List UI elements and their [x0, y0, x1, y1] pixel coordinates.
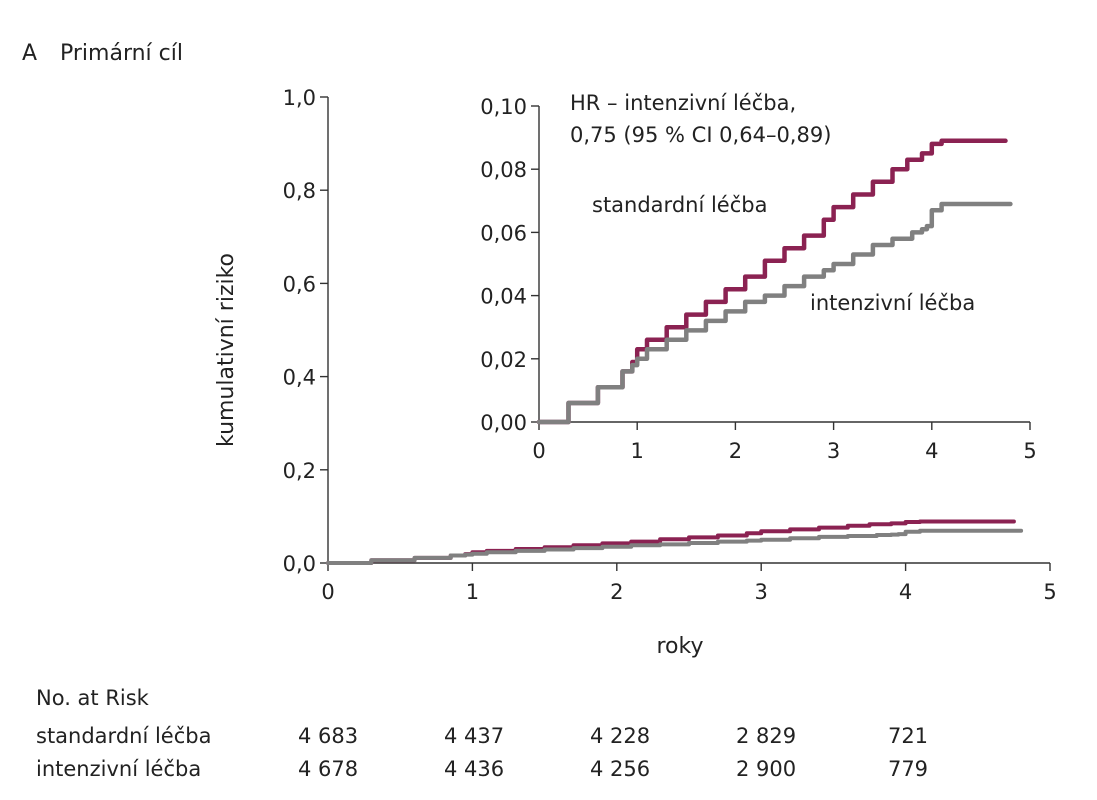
main-x-tick-label: 1: [466, 580, 479, 604]
hr-annotation-line1: HR – intenzivní léčba,: [570, 91, 796, 115]
at-risk-header: No. at Risk: [36, 686, 150, 710]
main-y-tick-label: 0,8: [283, 179, 316, 203]
panel-title: Primární cíl: [60, 41, 183, 66]
main-y-axis-label: kumulativní riziko: [214, 253, 239, 447]
inset-y-tick-label: 0,10: [480, 95, 527, 119]
at-risk-value: 2 900: [736, 757, 796, 781]
inset-x-tick-label: 4: [925, 439, 938, 463]
at-risk-row-label: intenzivní léčba: [36, 757, 201, 781]
inset-axes: [538, 106, 1030, 423]
at-risk-value: 779: [888, 757, 928, 781]
inset-x-tick-label: 5: [1023, 439, 1036, 463]
main-series-intensive: [326, 528, 1024, 565]
main-lines: [326, 519, 1024, 565]
inset-x-tick-label: 3: [827, 439, 840, 463]
main-x-tick-label: 3: [755, 580, 768, 604]
main-x-tick-label: 2: [610, 580, 623, 604]
inset-label-standard: standardní léčba: [592, 193, 767, 217]
main-y-tick-label: 0,2: [283, 459, 316, 483]
at-risk-table: standardní léčba 4 683 4 437 4 228 2 829 721 i…: [36, 724, 928, 781]
inset-x-tick-label: 0: [532, 439, 545, 463]
main-axes: [327, 97, 1050, 564]
at-risk-value: 4 228: [590, 724, 650, 748]
inset-series-intensive: [536, 201, 1013, 425]
at-risk-row-label: standardní léčba: [36, 724, 211, 748]
main-y-tick-label: 0,6: [283, 272, 316, 296]
main-x-axis-label: roky: [657, 634, 704, 659]
at-risk-value: 4 683: [298, 724, 358, 748]
inset-y-tick-label: 0,04: [480, 285, 527, 309]
main-y-tick-label: 1,0: [283, 86, 316, 110]
main-x-tick-label: 4: [899, 580, 912, 604]
inset-label-intensive: intenzivní léčba: [810, 291, 975, 315]
main-y-tick-label: 0,0: [283, 552, 316, 576]
inset-x-tick-label: 2: [729, 439, 742, 463]
at-risk-value: 721: [888, 724, 928, 748]
main-y-tick-label: 0,4: [283, 366, 316, 390]
panel-letter: A: [22, 41, 37, 66]
at-risk-value: 4 678: [298, 757, 358, 781]
at-risk-value: 4 437: [444, 724, 504, 748]
inset-y-tick-label: 0,06: [480, 221, 527, 245]
inset-series-standard: [536, 138, 1008, 425]
main-x-tick-label: 5: [1043, 580, 1056, 604]
inset-ticks: 0 1 2 3 4 5 0,00 0,02 0,04 0,06 0,08 0,10: [480, 95, 1036, 463]
at-risk-value: 2 829: [736, 724, 796, 748]
at-risk-value: 4 256: [590, 757, 650, 781]
inset-x-tick-label: 1: [631, 439, 644, 463]
inset-y-tick-label: 0,08: [480, 158, 527, 182]
hr-annotation-line2: 0,75 (95 % CI 0,64–0,89): [570, 123, 831, 147]
main-ticks: 0 1 2 3 4 5 0,0 0,2 0,4 0,6 0,8 1,0: [283, 86, 1057, 604]
inset-y-tick-label: 0,02: [480, 348, 527, 372]
inset-lines: [536, 138, 1013, 425]
at-risk-value: 4 436: [444, 757, 504, 781]
main-x-tick-label: 0: [321, 580, 334, 604]
inset-y-tick-label: 0,00: [480, 411, 527, 435]
